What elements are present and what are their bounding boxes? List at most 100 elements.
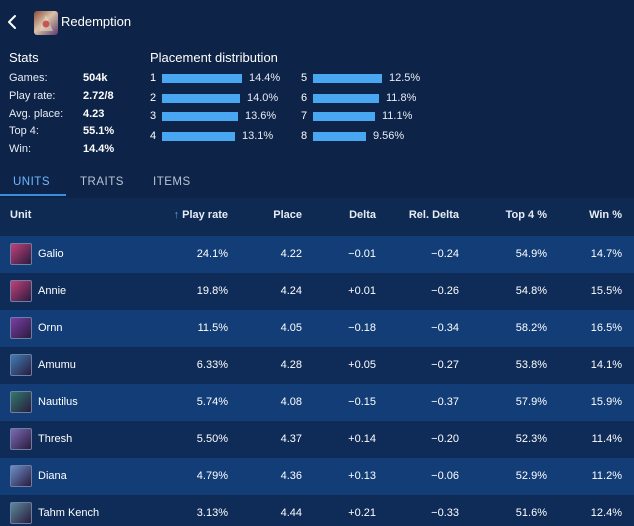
stat-row: Top 4: 55.1% [9,125,129,142]
stat-value: 4.23 [83,108,105,120]
column-header-unit[interactable]: Unit [10,209,32,221]
cell-play-rate: 24.1% [196,248,228,260]
cell-rel-delta: −0.27 [431,359,459,371]
unit-portrait-icon [10,428,32,450]
cell-top4: 53.8% [515,359,547,371]
column-header-play-rate[interactable]: ↑ Play rate [174,209,228,221]
cell-win: 16.5% [590,322,622,334]
cell-top4: 54.9% [515,248,547,260]
placement-number: 3 [150,110,157,122]
table-row[interactable]: Amumu 6.33% 4.28 +0.05 −0.27 53.8% 14.1% [0,347,634,384]
cell-play-rate: 19.8% [196,285,228,297]
placement-number: 7 [301,110,308,122]
placement-bar [313,74,382,83]
tab-bar: UNITS TRAITS ITEMS [0,168,634,198]
column-header-delta[interactable]: Delta [349,209,376,221]
cell-place: 4.05 [280,322,302,334]
cell-rel-delta: −0.20 [431,433,459,445]
tab-units[interactable]: UNITS [13,176,50,188]
cell-win: 15.9% [590,396,622,408]
placement-number: 8 [301,130,308,142]
table-row[interactable]: Tahm Kench 3.13% 4.44 +0.21 −0.33 51.6% 12.4% [0,495,634,526]
table-row[interactable]: Thresh 5.50% 4.37 +0.14 −0.20 52.3% 11.4% [0,421,634,458]
table-header: Unit ↑ Play rate Place Delta Rel. Delta T… [0,198,634,236]
placement-row: 3 13.6% [150,110,300,124]
tab-traits[interactable]: TRAITS [80,176,124,188]
table-row[interactable]: Ornn 11.5% 4.05 −0.18 −0.34 58.2% 16.5% [0,310,634,347]
table-row[interactable]: Galio 24.1% 4.22 −0.01 −0.24 54.9% 14.7% [0,236,634,273]
redemption-item-icon [34,11,58,35]
page-title: Redemption [61,14,132,29]
cell-play-rate: 4.79% [196,470,228,482]
unit-name: Galio [38,248,64,260]
cell-top4: 58.2% [515,322,547,334]
table-row[interactable]: Annie 19.8% 4.24 +0.01 −0.26 54.8% 15.5% [0,273,634,310]
placement-row: 6 11.8% [301,92,451,106]
placement-number: 6 [301,92,308,104]
unit-portrait-icon [10,391,32,413]
table-row[interactable]: Nautilus 5.74% 4.08 −0.15 −0.37 57.9% 15.9% [0,384,634,421]
cell-place: 4.08 [280,396,302,408]
cell-play-rate: 5.50% [196,433,228,445]
stat-row: Play rate: 2.72/8 [9,90,129,107]
cell-delta: +0.13 [348,470,376,482]
tab-items[interactable]: ITEMS [153,176,191,188]
cell-top4: 54.8% [515,285,547,297]
placement-percent: 14.4% [249,72,281,84]
cell-win: 11.2% [591,470,622,482]
column-header-top4[interactable]: Top 4 % [505,209,547,221]
stat-value: 504k [83,72,108,84]
placement-bar [162,94,240,103]
unit-name: Diana [38,470,67,482]
header: Redemption [0,0,634,44]
placement-percent: 11.8% [386,92,417,104]
cell-delta: +0.14 [348,433,376,445]
cell-delta: +0.01 [348,285,376,297]
cell-win: 12.4% [590,507,622,519]
cell-place: 4.36 [280,470,302,482]
cell-win: 11.4% [591,433,622,445]
placement-row: 8 9.56% [301,130,451,144]
cell-place: 4.44 [280,507,302,519]
unit-name: Ornn [38,322,63,334]
placement-percent: 13.1% [242,130,274,142]
stat-row: Avg. place: 4.23 [9,108,129,125]
cell-delta: −0.15 [348,396,376,408]
cell-rel-delta: −0.06 [431,470,459,482]
unit-portrait-icon [10,317,32,339]
cell-win: 14.1% [590,359,622,371]
table-row[interactable]: Diana 4.79% 4.36 +0.13 −0.06 52.9% 11.2% [0,458,634,495]
cell-delta: +0.21 [348,507,376,519]
unit-name: Nautilus [38,396,78,408]
cell-rel-delta: −0.24 [431,248,459,260]
stat-label: Play rate: [9,90,56,102]
column-header-place[interactable]: Place [273,209,302,221]
cell-play-rate: 6.33% [196,359,228,371]
cell-play-rate: 3.13% [196,507,228,519]
placement-number: 1 [150,72,157,84]
stat-label: Games: [9,72,48,84]
placement-bar [313,94,379,103]
cell-place: 4.37 [280,433,302,445]
cell-place: 4.24 [280,285,302,297]
unit-name: Tahm Kench [38,507,100,519]
cell-rel-delta: −0.26 [431,285,459,297]
stat-value: 14.4% [83,143,115,155]
placement-percent: 9.56% [373,130,405,142]
unit-name: Annie [38,285,67,297]
chevron-left-icon[interactable] [6,13,20,31]
cell-top4: 52.3% [515,433,547,445]
placement-bar [162,112,238,121]
placement-row: 1 14.4% [150,72,300,86]
cell-delta: +0.05 [348,359,376,371]
placement-bar [313,112,375,121]
unit-name: Thresh [38,433,73,445]
cell-top4: 57.9% [515,396,547,408]
cell-place: 4.28 [280,359,302,371]
column-header-rel-delta[interactable]: Rel. Delta [408,209,459,221]
unit-portrait-icon [10,280,32,302]
column-header-win[interactable]: Win % [589,209,622,221]
placement-row: 7 11.1% [301,110,451,124]
unit-portrait-icon [10,465,32,487]
placement-bar [162,132,235,141]
